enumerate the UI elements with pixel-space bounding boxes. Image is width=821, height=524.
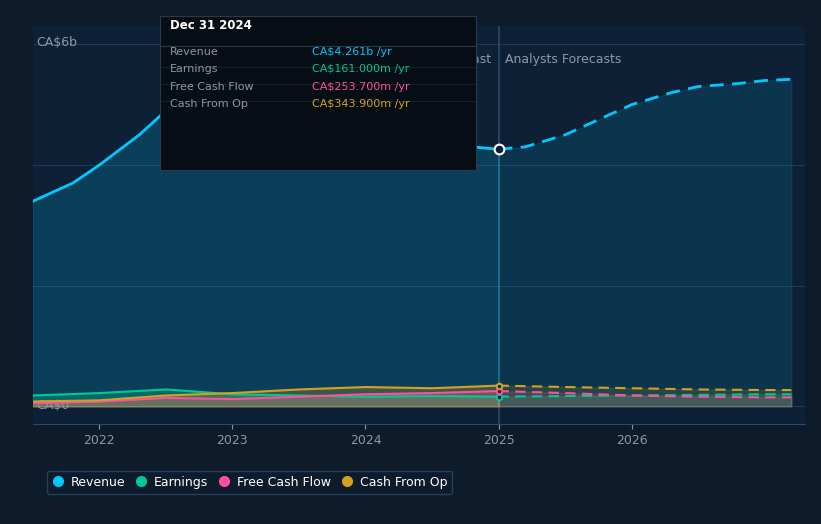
- Text: CA$161.000m /yr: CA$161.000m /yr: [312, 64, 410, 74]
- Text: Cash From Op: Cash From Op: [170, 99, 248, 109]
- Text: CA$6b: CA$6b: [37, 36, 78, 49]
- Text: CA$343.900m /yr: CA$343.900m /yr: [312, 99, 410, 109]
- Text: Revenue: Revenue: [170, 47, 218, 57]
- Text: CA$0: CA$0: [37, 399, 70, 412]
- Text: Dec 31 2024: Dec 31 2024: [170, 19, 252, 32]
- Text: CA$4.261b /yr: CA$4.261b /yr: [312, 47, 392, 57]
- Text: Past: Past: [466, 53, 492, 67]
- Text: Earnings: Earnings: [170, 64, 218, 74]
- Legend: Revenue, Earnings, Free Cash Flow, Cash From Op: Revenue, Earnings, Free Cash Flow, Cash …: [47, 471, 452, 494]
- Text: Analysts Forecasts: Analysts Forecasts: [505, 53, 621, 67]
- Text: Free Cash Flow: Free Cash Flow: [170, 82, 254, 92]
- Text: CA$253.700m /yr: CA$253.700m /yr: [312, 82, 410, 92]
